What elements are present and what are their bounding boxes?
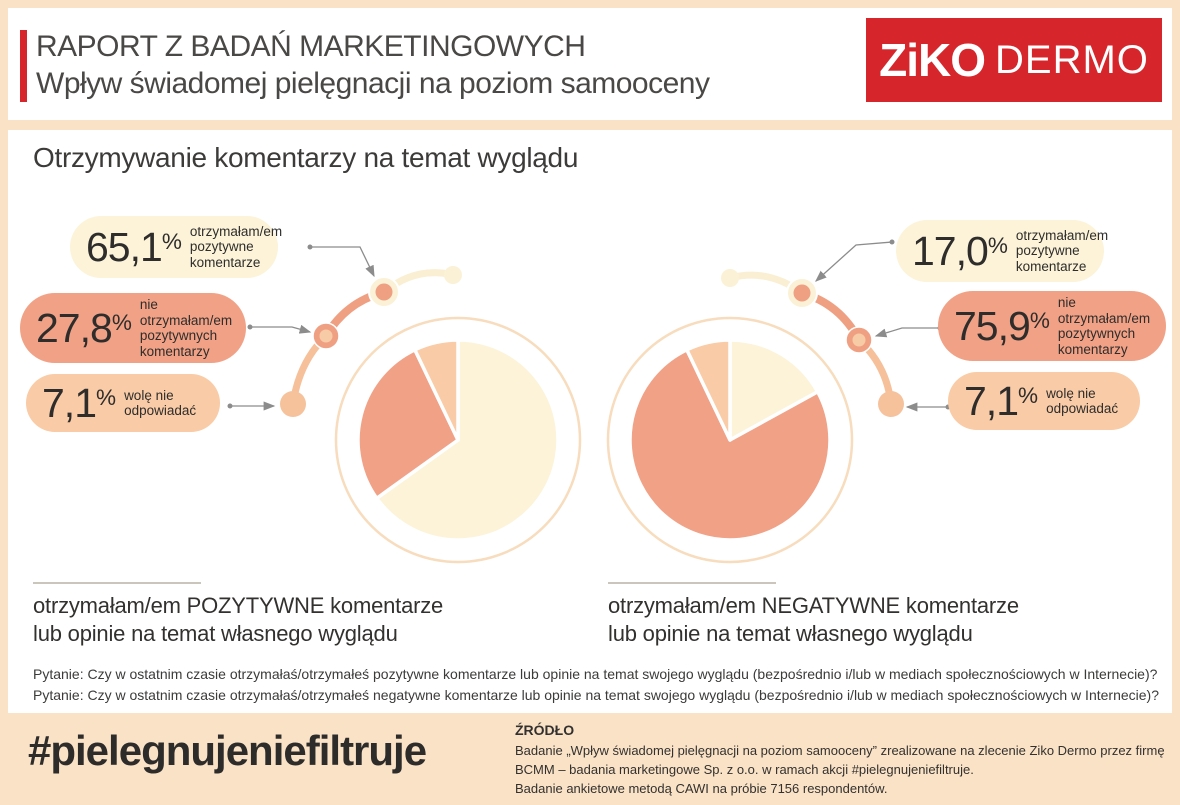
callout-value: 75,9%	[954, 303, 1050, 350]
percent-sign: %	[96, 385, 117, 411]
callout-number: 7,1	[42, 379, 97, 426]
callout-pill-negative-right: 75,9% nie otrzymałam/em pozytywnych kome…	[938, 291, 1166, 361]
chain-node-bottom	[878, 391, 904, 417]
callout-pill-noanswer-right: 7,1% wolę nie odpowiadać	[948, 372, 1140, 430]
callout-number: 17,0	[912, 227, 989, 274]
question-footnotes: Pytanie: Czy w ostatnim czasie otrzymała…	[33, 664, 1159, 706]
footnote-positive: Pytanie: Czy w ostatnim czasie otrzymała…	[33, 666, 1158, 682]
caption-line2: lub opinie na temat własnego wyglądu	[608, 621, 973, 646]
pie-slice	[628, 348, 832, 542]
chain-node-mid-core	[852, 333, 866, 347]
percent-sign: %	[987, 233, 1008, 259]
callout-label: wolę nie odpowiadać	[124, 387, 197, 419]
left-chart-caption: otrzymałam/em POZYTYWNE komentarze lub o…	[33, 592, 443, 648]
callout-number: 65,1	[86, 223, 163, 270]
callout-pill-noanswer-left: 7,1% wolę nie odpowiadać	[26, 374, 220, 432]
callout-pill-positive-right: 17,0% otrzymałam/em pozytywne komentarze	[896, 220, 1108, 282]
callout-number: 27,8	[36, 304, 113, 351]
pie-slice	[728, 338, 820, 442]
callout-pill-negative-left: 27,8% nie otrzymałam/em pozytywnych kome…	[20, 293, 246, 363]
pie-slice	[374, 338, 560, 542]
caption-line1: otrzymałam/em POZYTYWNE komentarze	[33, 593, 444, 618]
callout-number: 75,9	[954, 302, 1031, 349]
percent-sign: %	[1018, 383, 1039, 409]
callout-value: 7,1%	[42, 380, 116, 427]
right-pie-ring	[606, 316, 854, 564]
source-block: ŹRÓDŁO Badanie „Wpływ świadomej pielęgna…	[515, 721, 1165, 798]
right-callout-chain	[721, 269, 904, 417]
logo-sub-text: DERMO	[995, 37, 1149, 82]
pointer-line	[815, 241, 893, 282]
percent-sign: %	[1029, 308, 1050, 334]
campaign-hashtag: #pielegnujeniefiltruje	[28, 727, 427, 774]
callout-label: nie otrzymałam/em pozytywnych komentarzy	[139, 297, 233, 359]
chain-node-bottom	[280, 391, 306, 417]
pie-slice	[356, 348, 460, 501]
chain-node-big-core	[375, 283, 393, 301]
callout-value: 7,1%	[964, 378, 1038, 425]
chain-node-mid-core	[319, 329, 333, 343]
callout-label: otrzymałam/em pozytywne komentarze	[1015, 227, 1109, 274]
caption-line2: lub opinie na temat własnego wyglądu	[33, 621, 398, 646]
chain-node-big-core	[793, 284, 811, 302]
chain-node-cream	[721, 269, 739, 287]
report-title-line1: RAPORT Z BADAŃ MARKETINGOWYCH	[36, 30, 586, 63]
source-line: Badanie „Wpływ świadomej pielęgnacji na …	[515, 743, 1165, 758]
pointer-lines	[227, 239, 951, 412]
percent-sign: %	[161, 229, 182, 255]
source-title: ŹRÓDŁO	[515, 722, 575, 738]
callout-label: wolę nie odpowiadać	[1046, 385, 1119, 417]
percent-sign: %	[111, 310, 132, 336]
ziko-dermo-logo: ZiKO DERMO	[866, 18, 1162, 102]
source-line: BCMM – badania marketingowe Sp. z o.o. w…	[515, 762, 974, 777]
logo-brand-text: ZiKO	[879, 34, 986, 86]
pointer-line	[310, 246, 375, 278]
report-title: RAPORT Z BADAŃ MARKETINGOWYCH Wpływ świa…	[36, 28, 710, 102]
callout-label: otrzymałam/em pozytywne komentarze	[189, 223, 283, 270]
footnote-negative: Pytanie: Czy w ostatnim czasie otrzymała…	[33, 687, 1159, 703]
report-header: RAPORT Z BADAŃ MARKETINGOWYCH Wpływ świa…	[8, 8, 1172, 120]
left-pie-ring	[334, 316, 582, 564]
chart-panel: Otrzymywanie komentarzy na temat wyglądu	[8, 130, 1172, 713]
report-title-line2: Wpływ świadomej pielęgnacji na poziom sa…	[36, 67, 710, 100]
callout-number: 7,1	[964, 377, 1019, 424]
callout-value: 65,1%	[86, 224, 182, 271]
callout-label: nie otrzymałam/em pozytywnych komentarzy	[1057, 295, 1151, 357]
pie-slice	[685, 338, 732, 442]
left-pie	[356, 338, 560, 542]
left-callout-chain	[280, 266, 462, 417]
caption-divider-left	[33, 582, 201, 584]
callout-pill-positive-left: 65,1% otrzymałam/em pozytywne komentarze	[70, 216, 282, 278]
callout-value: 17,0%	[912, 228, 1008, 275]
right-chart-caption: otrzymałam/em NEGATYWNE komentarze lub o…	[608, 592, 1019, 648]
caption-line1: otrzymałam/em NEGATYWNE komentarze	[608, 593, 1019, 618]
callout-value: 27,8%	[36, 305, 132, 352]
accent-bar	[20, 30, 27, 102]
section-title: Otrzymywanie komentarzy na temat wyglądu	[33, 142, 579, 173]
pointer-line	[874, 327, 940, 338]
source-line: Badanie ankietowe metodą CAWI na próbie …	[515, 781, 888, 796]
pointer-line	[250, 324, 312, 334]
pie-charts-canvas	[227, 239, 951, 564]
caption-divider-right	[608, 582, 776, 584]
right-pie	[628, 338, 832, 542]
chain-node-cream	[444, 266, 462, 284]
pie-slice	[413, 338, 460, 442]
page-footer: #pielegnujeniefiltruje ŹRÓDŁO Badanie „W…	[0, 713, 1180, 805]
